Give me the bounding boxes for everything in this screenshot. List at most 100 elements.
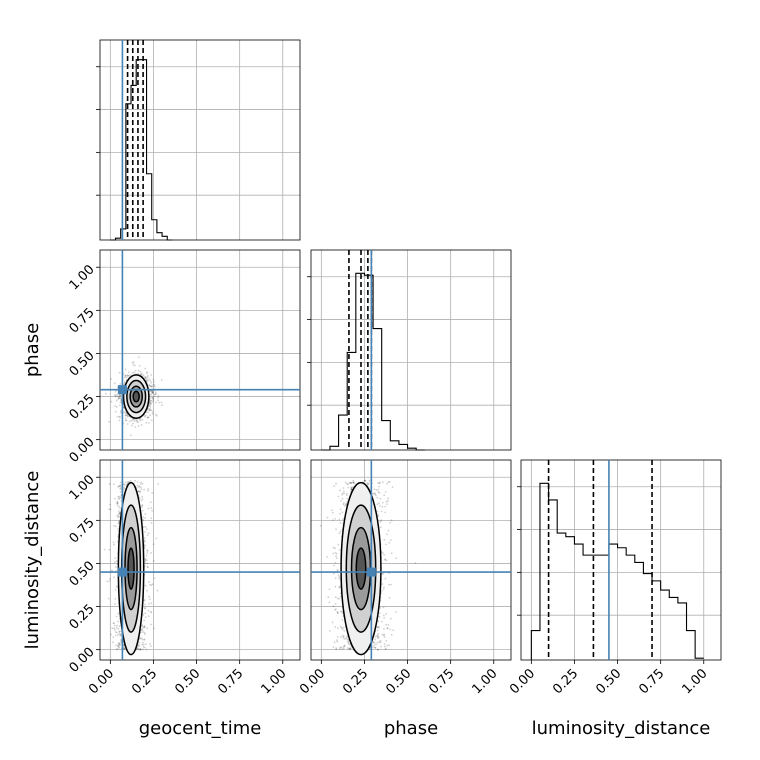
- sample-point: [143, 626, 146, 628]
- sample-point: [145, 372, 148, 375]
- sample-point: [138, 365, 141, 367]
- sample-point: [127, 374, 130, 377]
- sample-point: [125, 376, 128, 379]
- sample-point: [113, 394, 116, 396]
- sample-point: [152, 398, 155, 400]
- sample-point: [129, 373, 132, 376]
- sample-point: [143, 638, 146, 641]
- sample-point: [334, 551, 337, 554]
- sample-point: [123, 648, 126, 650]
- sample-point: [118, 419, 121, 422]
- sample-point: [388, 644, 390, 647]
- xtick-label-luminosity_distance-0: 0.00: [507, 666, 538, 697]
- sample-point: [376, 510, 379, 513]
- sample-point: [340, 646, 343, 649]
- sample-point: [376, 634, 379, 637]
- sample-point: [377, 620, 380, 623]
- xtick-label-luminosity_distance-4: 1.00: [680, 666, 711, 697]
- sample-point: [134, 369, 137, 372]
- sample-point: [116, 514, 119, 517]
- sample-point: [367, 484, 369, 486]
- sample-point: [132, 418, 135, 421]
- sample-point: [333, 564, 335, 567]
- sample-point: [350, 488, 353, 491]
- sample-point: [144, 531, 147, 533]
- sample-point: [373, 644, 376, 647]
- sample-point: [141, 509, 144, 512]
- sample-point: [115, 585, 118, 588]
- sample-point: [109, 503, 111, 506]
- sample-point: [116, 393, 118, 396]
- sample-point: [364, 479, 367, 482]
- sample-point: [118, 625, 121, 628]
- sample-point: [143, 625, 146, 628]
- sample-point: [376, 635, 378, 637]
- sample-point: [342, 503, 345, 506]
- sample-point: [146, 566, 149, 568]
- sample-point: [149, 643, 152, 645]
- sample-point: [108, 508, 110, 511]
- sample-point: [108, 420, 110, 423]
- sample-point: [380, 592, 383, 595]
- sample-point: [343, 644, 346, 647]
- contour-level-3: [355, 547, 367, 590]
- sample-point: [383, 634, 385, 637]
- sample-point: [145, 554, 148, 557]
- sample-point: [124, 414, 127, 417]
- sample-point: [142, 516, 145, 519]
- ytick-label-phase-0: 0.00: [67, 435, 98, 466]
- sample-point: [140, 372, 143, 375]
- sample-point: [119, 411, 122, 414]
- sample-point: [119, 416, 121, 419]
- sample-point: [383, 586, 385, 589]
- sample-point: [114, 405, 117, 407]
- sample-point: [382, 481, 384, 483]
- sample-point: [149, 645, 152, 647]
- sample-point: [118, 633, 121, 635]
- sample-point: [376, 626, 378, 628]
- sample-point: [390, 634, 393, 636]
- sample-point: [142, 631, 145, 633]
- sample-point: [377, 648, 380, 651]
- sample-point: [150, 552, 153, 554]
- sample-point: [144, 612, 147, 615]
- sample-point: [143, 619, 146, 622]
- sample-point: [143, 537, 146, 540]
- sample-point: [151, 392, 154, 395]
- sample-point: [386, 627, 389, 629]
- sample-point: [124, 374, 127, 377]
- sample-point: [350, 486, 353, 488]
- sample-point: [140, 629, 143, 632]
- sample-point: [141, 624, 144, 626]
- sample-point: [139, 637, 141, 639]
- sample-point: [341, 648, 344, 650]
- sample-point: [342, 487, 345, 489]
- sample-point: [343, 629, 346, 632]
- sample-point: [160, 379, 163, 381]
- y-axis-label-phase: phase: [22, 323, 43, 377]
- sample-point: [144, 562, 147, 564]
- sample-point: [332, 605, 335, 608]
- sample-point: [137, 490, 140, 493]
- sample-point: [127, 374, 129, 377]
- sample-point: [155, 414, 158, 417]
- sample-point: [374, 646, 377, 649]
- sample-point: [142, 641, 144, 644]
- sample-point: [146, 562, 149, 565]
- sample-point: [109, 578, 111, 580]
- sample-point: [153, 577, 156, 580]
- sample-point: [116, 540, 119, 543]
- sample-point: [116, 501, 119, 504]
- sample-point: [348, 481, 351, 484]
- sample-point: [117, 398, 120, 401]
- sample-point: [377, 491, 380, 493]
- sample-point: [141, 482, 144, 485]
- sample-point: [149, 584, 151, 586]
- xtick-label-phase-4: 1.00: [470, 666, 501, 697]
- ytick-label-luminosity_distance-2: 0.50: [67, 558, 98, 589]
- sample-point: [155, 392, 158, 395]
- sample-point: [120, 481, 122, 484]
- sample-point: [144, 616, 147, 618]
- sample-point: [136, 647, 139, 650]
- sample-point: [115, 631, 118, 634]
